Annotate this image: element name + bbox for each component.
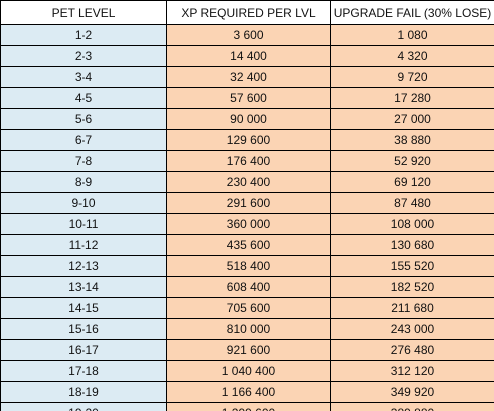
table-row: 17-18 1 040 400 312 120: [1, 361, 494, 382]
cell-upgrade-fail[interactable]: 211 680: [331, 298, 494, 319]
cell-upgrade-fail[interactable]: 9 720: [331, 67, 494, 88]
cell-pet-level[interactable]: 4-5: [1, 88, 167, 109]
cell-pet-level[interactable]: 19-20: [1, 403, 167, 411]
cell-upgrade-fail[interactable]: 155 520: [331, 256, 494, 277]
table-header: PET LEVEL XP REQUIRED PER LVL UPGRADE FA…: [1, 1, 494, 25]
table-row: 10-11 360 000 108 000: [1, 214, 494, 235]
table-row: 14-15 705 600 211 680: [1, 298, 494, 319]
cell-pet-level[interactable]: 7-8: [1, 151, 167, 172]
cell-pet-level[interactable]: 5-6: [1, 109, 167, 130]
cell-upgrade-fail[interactable]: 38 880: [331, 130, 494, 151]
table-row: 4-5 57 600 17 280: [1, 88, 494, 109]
cell-pet-level[interactable]: 11-12: [1, 235, 167, 256]
table-row: 1-2 3 600 1 080: [1, 25, 494, 46]
cell-xp-required[interactable]: 705 600: [167, 298, 331, 319]
cell-upgrade-fail[interactable]: 52 920: [331, 151, 494, 172]
cell-xp-required[interactable]: 32 400: [167, 67, 331, 88]
cell-upgrade-fail[interactable]: 243 000: [331, 319, 494, 340]
table-row: 16-17 921 600 276 480: [1, 340, 494, 361]
cell-xp-required[interactable]: 3 600: [167, 25, 331, 46]
cell-upgrade-fail[interactable]: 87 480: [331, 193, 494, 214]
cell-pet-level[interactable]: 18-19: [1, 382, 167, 403]
cell-upgrade-fail[interactable]: 349 920: [331, 382, 494, 403]
header-cell-upgrade-fail[interactable]: UPGRADE FAIL (30% LOSE): [331, 1, 494, 25]
header-cell-pet-level[interactable]: PET LEVEL: [1, 1, 167, 25]
table-row: 9-10 291 600 87 480: [1, 193, 494, 214]
table-row: 12-13 518 400 155 520: [1, 256, 494, 277]
cell-pet-level[interactable]: 2-3: [1, 46, 167, 67]
cell-upgrade-fail[interactable]: 130 680: [331, 235, 494, 256]
cell-pet-level[interactable]: 12-13: [1, 256, 167, 277]
table-row: 6-7 129 600 38 880: [1, 130, 494, 151]
table-row: 5-6 90 000 27 000: [1, 109, 494, 130]
table-row: 7-8 176 400 52 920: [1, 151, 494, 172]
cell-pet-level[interactable]: 14-15: [1, 298, 167, 319]
table-row: 19-201 299 600389 880: [1, 403, 494, 411]
table-row: 15-16 810 000 243 000: [1, 319, 494, 340]
cell-xp-required[interactable]: 608 400: [167, 277, 331, 298]
cell-upgrade-fail[interactable]: 17 280: [331, 88, 494, 109]
cell-upgrade-fail[interactable]: 69 120: [331, 172, 494, 193]
table-row: 3-4 32 400 9 720: [1, 67, 494, 88]
cell-upgrade-fail[interactable]: 4 320: [331, 46, 494, 67]
cell-pet-level[interactable]: 3-4: [1, 67, 167, 88]
table-row: 18-19 1 166 400 349 920: [1, 382, 494, 403]
cell-upgrade-fail[interactable]: 312 120: [331, 361, 494, 382]
cell-xp-required[interactable]: 360 000: [167, 214, 331, 235]
table-row: 13-14 608 400 182 520: [1, 277, 494, 298]
cell-xp-required[interactable]: 90 000: [167, 109, 331, 130]
cell-pet-level[interactable]: 9-10: [1, 193, 167, 214]
cell-pet-level[interactable]: 6-7: [1, 130, 167, 151]
table-body: 1-2 3 600 1 080 2-3 14 400 4 320 3-4 32 400 9 72…: [1, 25, 494, 411]
cell-xp-required[interactable]: 230 400: [167, 172, 331, 193]
cell-pet-level[interactable]: 15-16: [1, 319, 167, 340]
cell-upgrade-fail[interactable]: 389 880: [331, 403, 494, 411]
cell-xp-required[interactable]: 1 040 400: [167, 361, 331, 382]
cell-xp-required[interactable]: 435 600: [167, 235, 331, 256]
header-cell-xp-required[interactable]: XP REQUIRED PER LVL: [167, 1, 331, 25]
cell-upgrade-fail[interactable]: 1 080: [331, 25, 494, 46]
table-row: 8-9 230 400 69 120: [1, 172, 494, 193]
cell-upgrade-fail[interactable]: 276 480: [331, 340, 494, 361]
cell-pet-level[interactable]: 10-11: [1, 214, 167, 235]
cell-pet-level[interactable]: 1-2: [1, 25, 167, 46]
cell-xp-required[interactable]: 921 600: [167, 340, 331, 361]
cell-upgrade-fail[interactable]: 27 000: [331, 109, 494, 130]
cell-pet-level[interactable]: 17-18: [1, 361, 167, 382]
cell-pet-level[interactable]: 16-17: [1, 340, 167, 361]
table-row: 2-3 14 400 4 320: [1, 46, 494, 67]
table-row: 11-12 435 600 130 680: [1, 235, 494, 256]
cell-xp-required[interactable]: 14 400: [167, 46, 331, 67]
cell-upgrade-fail[interactable]: 182 520: [331, 277, 494, 298]
cell-pet-level[interactable]: 13-14: [1, 277, 167, 298]
cell-xp-required[interactable]: 291 600: [167, 193, 331, 214]
cell-xp-required[interactable]: 129 600: [167, 130, 331, 151]
cell-xp-required[interactable]: 518 400: [167, 256, 331, 277]
cell-xp-required[interactable]: 810 000: [167, 319, 331, 340]
cell-xp-required[interactable]: 57 600: [167, 88, 331, 109]
cell-upgrade-fail[interactable]: 108 000: [331, 214, 494, 235]
cell-pet-level[interactable]: 8-9: [1, 172, 167, 193]
header-row: PET LEVEL XP REQUIRED PER LVL UPGRADE FA…: [1, 1, 494, 25]
cell-xp-required[interactable]: 1 299 600: [167, 403, 331, 411]
cell-xp-required[interactable]: 176 400: [167, 151, 331, 172]
cell-xp-required[interactable]: 1 166 400: [167, 382, 331, 403]
